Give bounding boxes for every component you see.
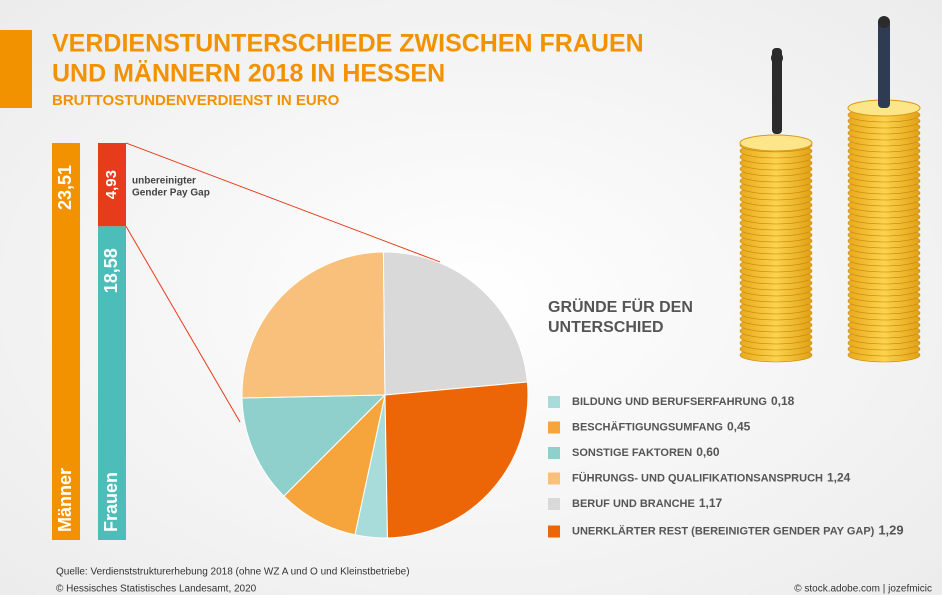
legend-label: BESCHÄFTIGUNGSUMFANG: [572, 420, 723, 433]
legend-value: 1,24: [827, 471, 851, 485]
legend-swatch: [548, 421, 560, 434]
legend-value: 1,17: [699, 496, 723, 510]
pie-slice: [241, 251, 386, 399]
figure: [772, 48, 782, 134]
gap-value: 4,93: [103, 170, 120, 199]
gap-label: Gender Pay Gap: [132, 188, 210, 199]
credit: © stock.adobe.com | jozefmicic: [794, 584, 932, 595]
bar-value: 18,58: [101, 248, 121, 293]
legend-label: BERUF UND BRANCHE: [572, 498, 695, 510]
legend-swatch: [548, 472, 560, 485]
title-line: UND MÄNNERN 2018 IN HESSEN: [52, 60, 445, 88]
bar: [52, 143, 80, 540]
copyright: © Hessisches Statistisches Landesamt, 20…: [56, 584, 257, 595]
legend-swatch: [548, 447, 560, 459]
legend-label: SONSTIGE FAKTOREN: [572, 447, 692, 459]
legend-value: 0,45: [727, 420, 751, 434]
pie-slice: [382, 251, 528, 396]
pie-title: UNTERSCHIED: [548, 319, 664, 336]
legend-entry: BERUF UND BRANCHE 1,17: [572, 496, 723, 510]
subtitle: BRUTTOSTUNDENVERDIENST IN EURO: [52, 92, 340, 109]
pie-slice: [241, 394, 387, 497]
legend-value: 1,29: [878, 523, 903, 538]
coin-illustration: [739, 16, 921, 363]
legend-swatch: [548, 498, 560, 510]
legend-entry: SONSTIGE FAKTOREN 0,60: [572, 445, 720, 459]
legend-swatch: [548, 525, 560, 538]
accent-bar: [0, 30, 32, 108]
pie-title: GRÜNDE FÜR DEN: [548, 297, 693, 316]
coin-top: [739, 134, 813, 152]
bar-category: Männer: [55, 468, 75, 532]
bar-value: 23,51: [55, 165, 75, 210]
bar-category: Frauen: [101, 472, 121, 532]
pie-slice: [384, 381, 529, 539]
gap-label: unbereinigter: [132, 176, 196, 187]
legend-entry: BESCHÄFTIGUNGSUMFANG 0,45: [572, 420, 751, 434]
legend-label: UNERKLÄRTER REST (BEREINIGTER GENDER PAY…: [572, 524, 875, 537]
source: Quelle: Verdienststrukturerhebung 2018 (…: [56, 567, 410, 578]
legend-label: BILDUNG UND BERUFSERFAHRUNG: [572, 396, 767, 408]
legend-entry: BILDUNG UND BERUFSERFAHRUNG 0,18: [572, 394, 795, 408]
legend-label: FÜHRUNGS- UND QUALIFIKATIONSANSPRUCH: [572, 471, 823, 484]
connector: [125, 142, 441, 263]
legend-value: 0,18: [771, 394, 795, 408]
legend-swatch: [548, 396, 560, 408]
pie-slice: [283, 393, 386, 536]
legend-entry: UNERKLÄRTER REST (BEREINIGTER GENDER PAY…: [572, 523, 904, 538]
gap-bar: [98, 143, 126, 227]
figure-head: [878, 16, 890, 28]
title-line: VERDIENSTUNTERSCHIEDE ZWISCHEN FRAUEN: [52, 30, 644, 58]
connector: [125, 225, 241, 423]
figure-head: [771, 52, 783, 64]
figure: [878, 18, 890, 108]
bar: [98, 226, 126, 540]
legend-entry: FÜHRUNGS- UND QUALIFIKATIONSANSPRUCH 1,24: [572, 471, 851, 485]
legend-value: 0,60: [696, 445, 720, 459]
